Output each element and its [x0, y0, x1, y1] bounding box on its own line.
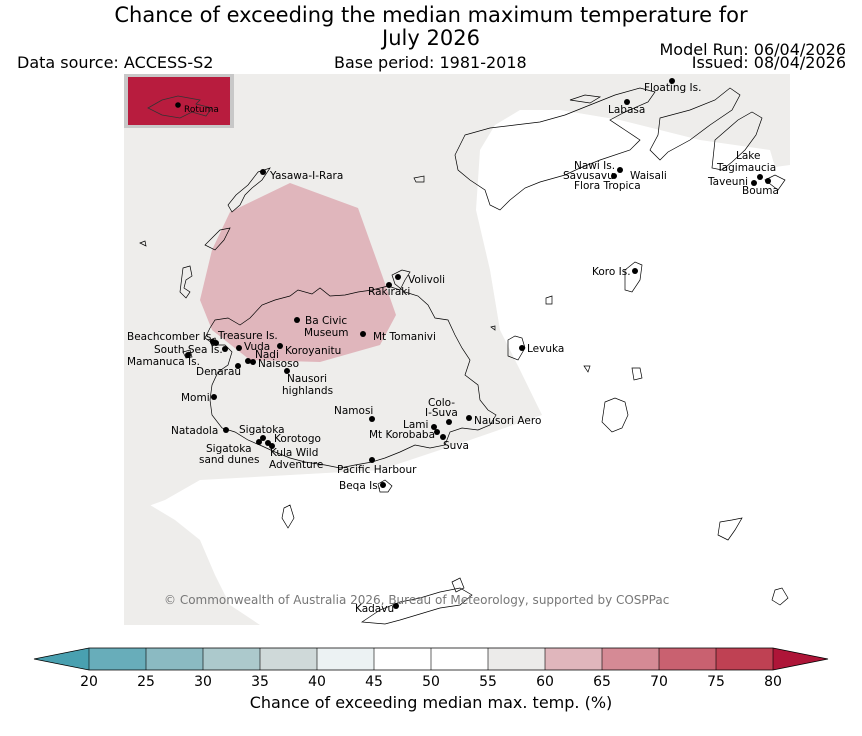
label-namosi: Namosi	[334, 405, 373, 417]
label-volivoli: Volivoli	[408, 274, 445, 286]
place-markers	[185, 78, 771, 609]
colorbar-tick-label: 30	[194, 674, 212, 690]
colorbar-tick-label: 50	[422, 674, 440, 690]
data-source: Data source: ACCESS-S2	[17, 53, 214, 72]
label-vuda: Vuda	[244, 341, 270, 353]
title-line-1: Chance of exceeding the median maximum t…	[114, 3, 748, 27]
colorbar-tick-label: 55	[479, 674, 497, 690]
colorbar-cell	[203, 648, 261, 670]
colorbar-above-arrow	[773, 648, 828, 670]
rotuma-outline	[147, 95, 213, 119]
colorbar-tick-label: 20	[80, 674, 98, 690]
colorbar-cell	[374, 648, 432, 670]
colorbar-tick-label: 60	[536, 674, 554, 690]
title-line-2: July 2026	[382, 26, 480, 50]
label-savusavu: Savusavu	[563, 170, 614, 182]
label-bouma: Bouma	[742, 185, 779, 197]
label-koro: Koro Is.	[592, 266, 631, 278]
colorbar-tick-label: 25	[137, 674, 155, 690]
label-colo-2: I-Suva	[425, 407, 458, 419]
label-sigatoka: Sigatoka	[239, 424, 285, 436]
label-lake-2: Tagimaucia	[716, 162, 776, 174]
label-taveuni: Taveuni	[707, 176, 748, 188]
label-momi: Momi	[181, 392, 210, 404]
colorbar-below-arrow	[34, 648, 89, 670]
coastlines	[139, 87, 789, 625]
label-lake-1: Lake	[736, 150, 760, 162]
colorbar-cell	[146, 648, 204, 670]
colorbar-tick-label: 65	[593, 674, 611, 690]
label-korobaba: Mt Korobaba	[369, 429, 435, 441]
label-mamanuca: Mamanuca Is.	[127, 356, 200, 368]
label-naisoso: Naisoso	[258, 358, 299, 370]
place-labels: Floating Is. Labasa Yasawa-I-Rara Nawi I…	[127, 82, 779, 615]
label-kula-2: Adventure	[269, 459, 323, 471]
label-rakiraki: Rakiraki	[368, 286, 410, 298]
colorbar-cell	[488, 648, 546, 670]
label-tomanivi: Mt Tomanivi	[373, 331, 436, 343]
colorbar-cell	[545, 648, 603, 670]
colorbar-cell	[431, 648, 489, 670]
label-korotogo: Korotogo	[274, 433, 321, 445]
colorbar-tick-label: 35	[251, 674, 269, 690]
label-natadola: Natadola	[171, 425, 218, 437]
model-run: Model Run: 06/04/2026	[659, 40, 847, 59]
label-denarau: Denarau	[196, 366, 241, 378]
label-pacific: Pacific Harbour	[337, 464, 417, 476]
label-southsea: South Sea Is.	[154, 344, 223, 356]
colorbar-cell	[89, 648, 147, 670]
label-sigatoka-d1: Sigatoka	[206, 443, 252, 455]
label-colo-1: Colo-	[428, 397, 455, 409]
label-bacivic-2: Museum	[304, 327, 349, 339]
label-treasure: Treasure Is.	[217, 330, 278, 342]
label-nausori-h1: Nausori	[287, 373, 327, 385]
label-flora: Flora Tropica	[574, 180, 641, 192]
label-suva: Suva	[443, 440, 469, 452]
colorbar-tick-label: 70	[650, 674, 668, 690]
colorbar-cells	[89, 648, 774, 670]
colorbar-cell	[716, 648, 774, 670]
above-median-region	[200, 183, 396, 362]
colorbar: 20 25 30 35 40 45 50 55 60 65 70 75 80 Chance of exc…	[33, 647, 829, 712]
colorbar-tick-label: 80	[764, 674, 782, 690]
label-nawi: Nawi Is.	[574, 160, 615, 172]
rotuma-marker	[175, 102, 181, 108]
label-waisali: Waisali	[630, 170, 667, 182]
label-nausori-h2: highlands	[282, 385, 333, 397]
colorbar-cell	[260, 648, 318, 670]
colorbar-tick-label: 45	[365, 674, 383, 690]
base-period: Base period: 1981-2018	[334, 53, 527, 72]
label-labasa: Labasa	[608, 104, 645, 116]
colorbar-tick-label: 40	[308, 674, 326, 690]
label-beqa: Beqa Is.	[339, 480, 381, 492]
label-kula-1: Kula Wild	[270, 447, 318, 459]
label-koroyanitu: Koroyanitu	[285, 345, 341, 357]
label-nadi: Nadi	[255, 349, 279, 361]
inset-map	[128, 77, 230, 125]
colorbar-tick-label: 75	[707, 674, 725, 690]
label-yasawa: Yasawa-I-Rara	[269, 170, 343, 182]
label-floating: Floating Is.	[644, 82, 701, 94]
label-kadavu: Kadavu	[355, 603, 394, 615]
colorbar-cell	[659, 648, 717, 670]
copyright: © Commonwealth of Australia 2026, Bureau…	[164, 593, 669, 607]
issued-date: Issued: 08/04/2026	[691, 53, 846, 72]
colorbar-ticks: 20 25 30 35 40 45 50 55 60 65 70 75 80	[80, 648, 782, 690]
colorbar-cell	[317, 648, 375, 670]
colorbar-cell	[602, 648, 660, 670]
label-levuka: Levuka	[527, 343, 564, 355]
label-bacivic-1: Ba Civic	[305, 315, 347, 327]
label-sigatoka-d2: sand dunes	[199, 454, 259, 466]
label-beachcomber: Beachcomber Is.	[127, 331, 215, 343]
label-lami: Lami	[403, 419, 428, 431]
inset-label-rotuma: Rotuma	[184, 105, 219, 115]
label-nausori-aero: Nausori Aero	[474, 415, 541, 427]
colorbar-label: Chance of exceeding median max. temp. (%…	[250, 693, 613, 712]
